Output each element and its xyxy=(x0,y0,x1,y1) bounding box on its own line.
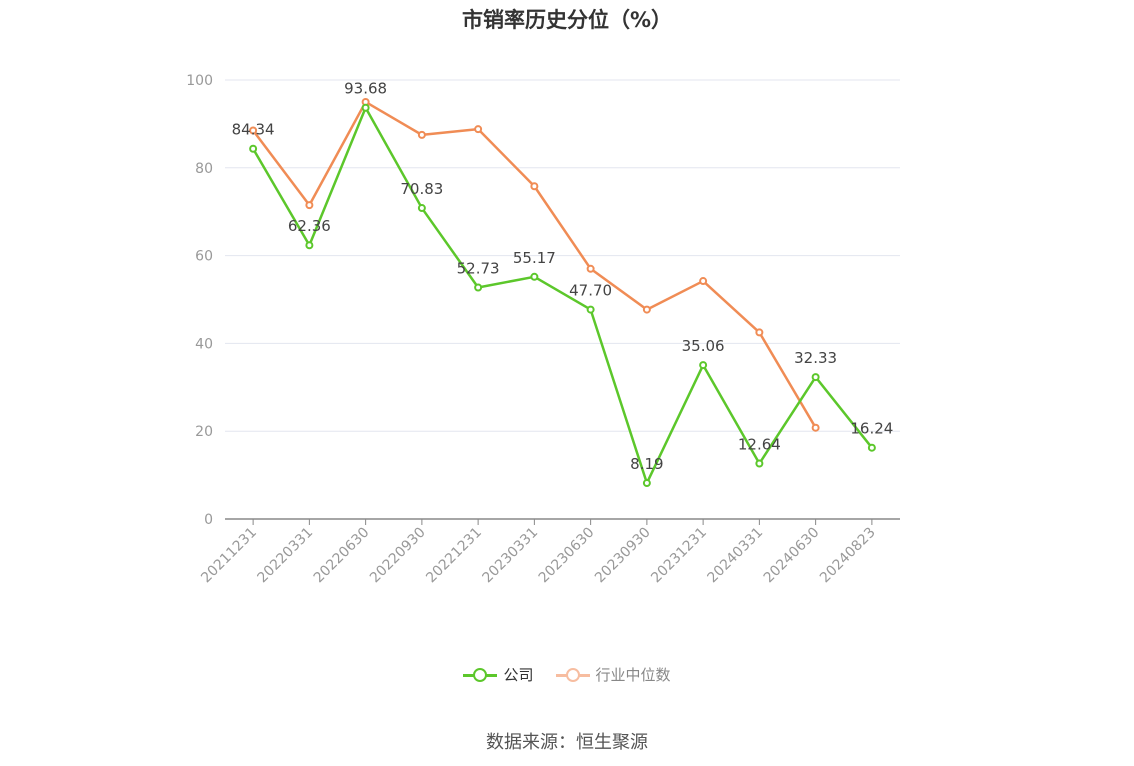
x-tick-label: 20230930 xyxy=(592,525,654,587)
data-point xyxy=(474,125,483,134)
legend-label-company: 公司 xyxy=(503,666,534,684)
data-point xyxy=(417,130,426,139)
legend-swatch-industry-median xyxy=(555,667,590,682)
y-tick-label: 20 xyxy=(195,424,213,440)
data-point xyxy=(474,283,483,292)
data-label: 55.17 xyxy=(513,249,556,267)
x-tick-label: 20230331 xyxy=(479,525,541,587)
data-point xyxy=(530,272,539,281)
data-label: 93.68 xyxy=(344,80,387,98)
data-label: 84.34 xyxy=(232,121,275,139)
legend-label-industry-median: 行业中位数 xyxy=(595,666,671,684)
x-tick-label: 20230630 xyxy=(536,525,598,587)
data-label: 52.73 xyxy=(457,260,500,278)
x-tick-label: 20240823 xyxy=(817,525,879,587)
data-label: 32.33 xyxy=(794,349,837,367)
y-tick-label: 0 xyxy=(204,512,213,528)
x-tick-label: 20220930 xyxy=(367,525,429,587)
data-label: 70.83 xyxy=(400,180,443,198)
data-point xyxy=(249,144,258,153)
y-tick-label: 100 xyxy=(186,73,213,89)
y-tick-label: 60 xyxy=(195,249,213,265)
data-point xyxy=(361,103,370,112)
legend-swatch-company xyxy=(463,667,498,682)
x-tick-label: 20240331 xyxy=(704,525,766,587)
data-label: 62.36 xyxy=(288,217,331,235)
data-point xyxy=(642,305,651,314)
data-point xyxy=(811,373,820,382)
data-point xyxy=(586,305,595,314)
data-label: 12.64 xyxy=(738,436,781,454)
data-point xyxy=(867,443,876,452)
legend: 公司 行业中位数 xyxy=(0,664,1134,685)
data-point xyxy=(642,479,651,488)
data-source: 数据来源：恒生聚源 xyxy=(486,732,648,753)
series-line-company xyxy=(252,106,873,485)
data-point xyxy=(699,361,708,370)
data-point xyxy=(586,264,595,273)
y-tick-label: 80 xyxy=(195,161,213,177)
x-tick-label: 20231231 xyxy=(648,525,710,587)
data-point xyxy=(305,241,314,250)
data-point xyxy=(755,328,764,337)
y-tick-label: 40 xyxy=(195,336,213,352)
data-label: 35.06 xyxy=(682,337,725,355)
data-label: 8.19 xyxy=(630,455,663,473)
data-label: 16.24 xyxy=(850,420,893,438)
data-point xyxy=(811,423,820,432)
data-point xyxy=(417,204,426,213)
legend-item-industry-median[interactable]: 行业中位数 xyxy=(555,664,671,685)
data-point xyxy=(755,459,764,468)
data-point xyxy=(699,277,708,286)
x-tick-label: 20240630 xyxy=(761,525,823,587)
data-label: 47.70 xyxy=(569,282,612,300)
legend-item-company[interactable]: 公司 xyxy=(463,664,534,685)
x-tick-label: 20220630 xyxy=(311,525,373,587)
chart-title: 市销率历史分位（%） xyxy=(461,8,673,32)
x-tick-label: 20211231 xyxy=(198,525,260,587)
x-tick-label: 20220331 xyxy=(254,525,316,587)
data-point xyxy=(249,126,258,135)
data-point xyxy=(305,201,314,210)
data-point xyxy=(530,182,539,191)
x-tick-label: 20221231 xyxy=(423,525,485,587)
